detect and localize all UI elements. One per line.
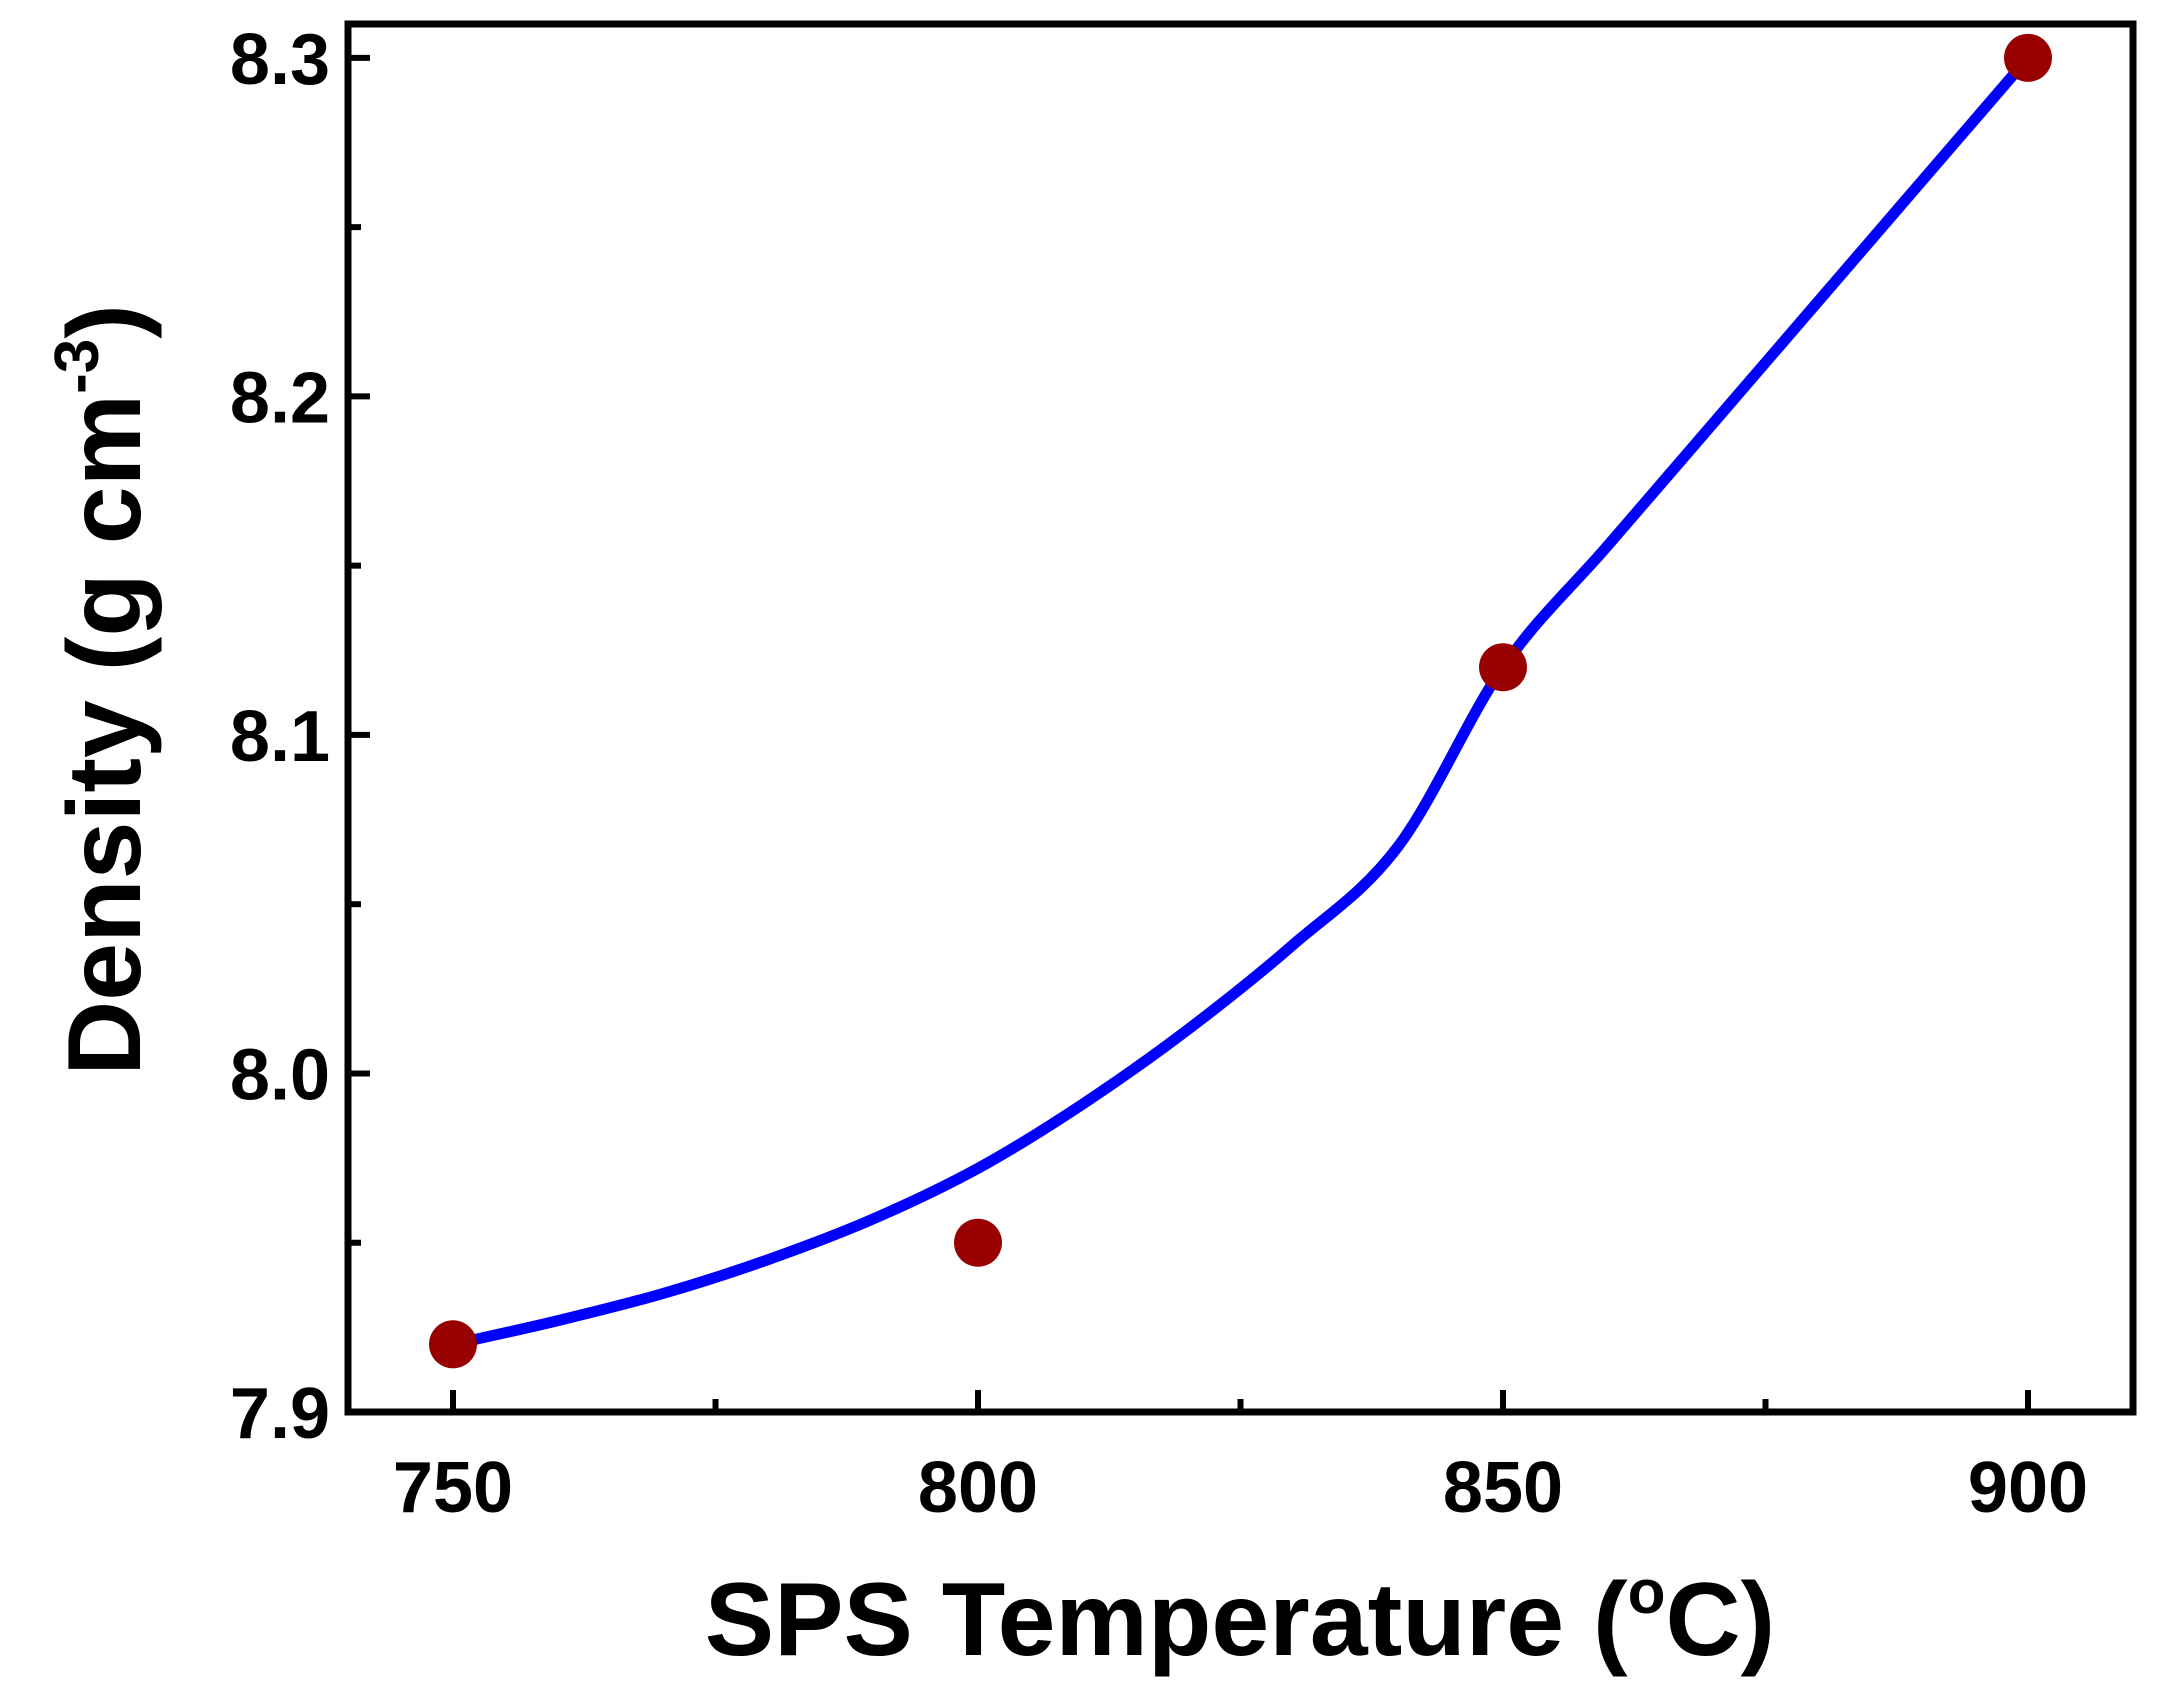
y-tick-label: 8.3 — [230, 20, 330, 100]
y-tick-label: 8.0 — [230, 1035, 330, 1115]
x-axis-title-sup: o — [1628, 1558, 1666, 1627]
x-tick-label: 900 — [1968, 1448, 2088, 1528]
x-axis-title-end: C) — [1665, 1562, 1775, 1678]
data-point — [1479, 643, 1527, 692]
data-point — [429, 1320, 477, 1369]
axis-ticks — [348, 54, 2031, 1415]
plot-series — [429, 33, 2052, 1369]
y-axis-title-sup: -3 — [43, 339, 112, 394]
axis-tick-labels: 750 800 850 900 7.9 8.0 8.1 8.2 8.3 — [230, 20, 2088, 1528]
y-tick-label: 7.9 — [230, 1374, 330, 1454]
x-axis-title: SPS Temperature (oC) — [705, 1558, 1775, 1678]
data-point — [954, 1218, 1002, 1267]
x-tick-label: 850 — [1443, 1448, 1563, 1528]
x-tick-label: 800 — [918, 1448, 1038, 1528]
y-axis-title-main: Density (g cm — [47, 394, 163, 1076]
x-axis-title-main: SPS Temperature ( — [705, 1562, 1628, 1678]
plot-frame — [344, 20, 2137, 1416]
y-axis-title: Density (g cm-3) — [43, 304, 163, 1076]
data-point — [2004, 33, 2052, 82]
y-tick-label: 8.1 — [230, 697, 330, 777]
y-axis-title-end: ) — [47, 304, 163, 339]
fit-curve-line — [447, 52, 2034, 1350]
y-tick-label: 8.2 — [230, 358, 330, 438]
x-tick-label: 750 — [393, 1448, 513, 1528]
